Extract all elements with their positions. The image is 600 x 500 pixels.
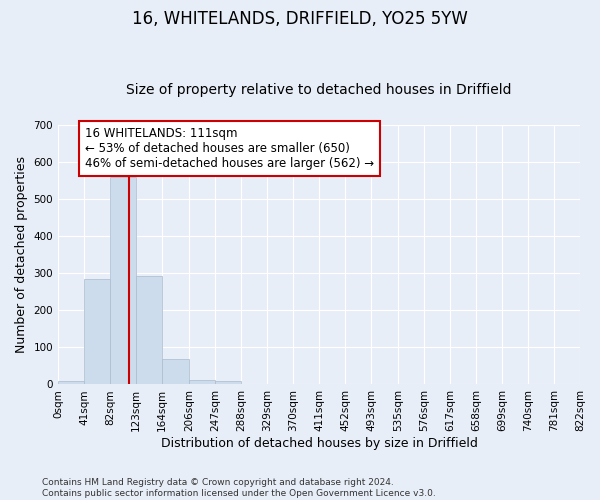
Bar [84,279,110,384]
Bar [58,382,84,384]
Text: Contains HM Land Registry data © Crown copyright and database right 2024.
Contai: Contains HM Land Registry data © Crown c… [42,478,436,498]
Bar [215,381,241,384]
Y-axis label: Number of detached properties: Number of detached properties [15,156,28,353]
Text: 16, WHITELANDS, DRIFFIELD, YO25 5YW: 16, WHITELANDS, DRIFFIELD, YO25 5YW [132,10,468,28]
Bar [136,276,162,384]
X-axis label: Distribution of detached houses by size in Driffield: Distribution of detached houses by size … [161,437,478,450]
Bar [162,359,189,384]
Bar [189,380,215,384]
Text: 16 WHITELANDS: 111sqm
← 53% of detached houses are smaller (650)
46% of semi-det: 16 WHITELANDS: 111sqm ← 53% of detached … [85,127,374,170]
Bar [110,176,136,384]
Title: Size of property relative to detached houses in Driffield: Size of property relative to detached ho… [126,83,512,97]
